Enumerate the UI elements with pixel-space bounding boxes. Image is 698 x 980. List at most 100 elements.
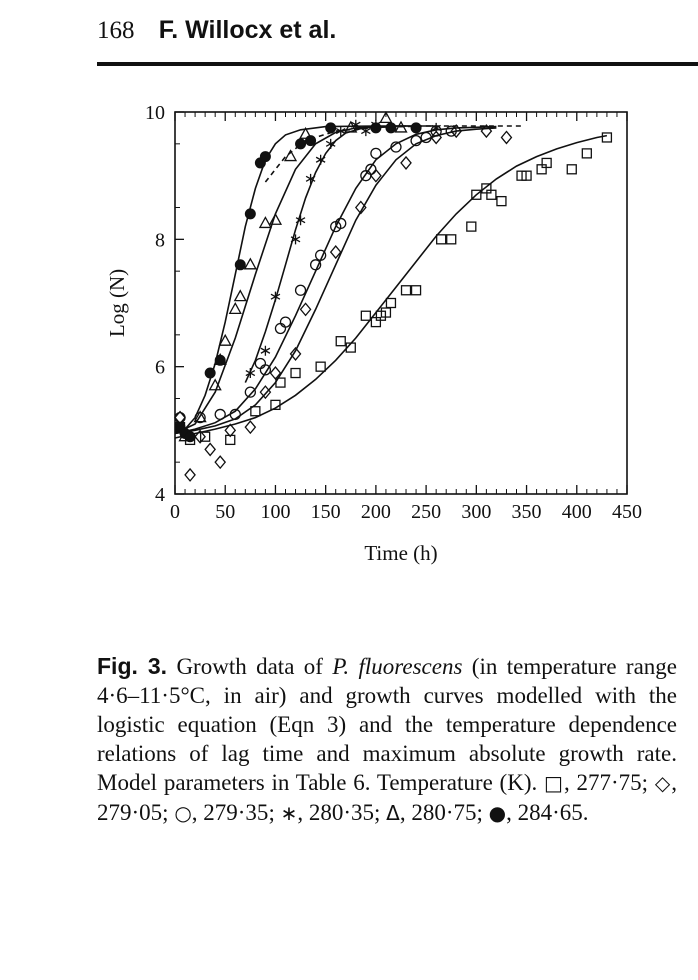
legend-symbol-1: ◇ [654,771,672,795]
data-point-star [431,122,441,133]
data-point-diamond [329,245,342,260]
data-point-star [325,138,336,149]
data-point-circle [254,357,267,370]
y-tick-label: 4 [155,484,165,506]
data-point-diamond [214,455,227,470]
model-curve-2 [174,125,497,435]
data-point-square [471,189,482,200]
data-point-diamond [224,423,237,438]
data-point-square [270,399,281,411]
data-point-diamond [269,366,282,381]
running-head-authors: F. Willocx et al. [158,16,337,44]
data-point-square [601,132,613,143]
data-point-circle [420,131,432,144]
data-point-diamond [204,442,217,457]
data-point-star [315,154,326,165]
data-point-diamond [289,346,302,361]
data-point-star [305,173,316,184]
model-curve-0 [174,134,608,439]
x-tick-label: 200 [361,501,391,523]
model-curve-5 [174,125,417,435]
data-point-diamond [244,420,257,435]
x-tick-label: 0 [170,501,180,523]
data-point-square [436,234,447,245]
data-point-diamond [480,124,493,139]
x-tick-label: 450 [612,501,642,523]
legend-value-3: 280·35 [308,800,375,825]
data-point-triangle [379,111,393,124]
data-point-diamond [450,124,463,139]
data-point-circle [309,259,322,271]
data-point-triangle [258,216,272,229]
data-point-square [410,285,422,296]
data-point-square [360,310,371,321]
plot-frame [174,111,628,495]
data-point-filled-circle [244,208,256,220]
data-point-square [345,342,356,353]
data-point-diamond [299,302,312,317]
data-point-diamond [184,467,196,482]
legend-value-0: 277·75 [576,770,642,795]
data-point-circle [174,411,186,424]
data-point-filled-circle [410,122,422,134]
data-point-circle [445,125,457,137]
legend-symbol-4: Δ [386,801,400,825]
x-tick-label: 350 [512,501,542,523]
legend-value-1: 279·05 [97,800,163,825]
data-point-star [245,368,256,379]
data-point-square [566,164,577,175]
data-point-circle [274,322,287,335]
data-point-square [335,336,346,347]
data-point-circle [214,408,226,421]
data-point-diamond [194,429,206,444]
data-point-triangle [298,126,313,139]
legend-symbol-2: ○ [174,801,192,825]
data-point-filled-circle [370,122,382,134]
data-point-filled-circle [184,431,196,443]
data-point-star [361,126,371,137]
data-point-square [315,361,326,372]
data-point-circle [279,316,292,328]
data-point-star [335,126,346,137]
data-point-filled-circle [295,138,307,150]
growth-chart: 0 50 100 150 200 250 300 350 400 450 4 6 8 10 Time (h)… [105,102,642,565]
data-point-circle [410,134,422,147]
legend-value-2: 279·35 [203,800,269,825]
data-point-triangle [228,302,242,315]
data-point-triangle [268,212,283,225]
y-tick-label: 6 [155,357,165,379]
caption-text-2: (in temperature range 4·6–11·5°C, in air… [97,654,678,795]
y-axis-label: Log (N) [105,269,129,337]
data-point-triangle [394,120,408,133]
legend-value-4: 280·75 [411,800,477,825]
data-point-circle [365,163,377,175]
x-tick-label: 300 [461,501,491,523]
data-point-circle [360,170,372,182]
caption-text-1: Growth data of [167,654,333,679]
data-point-filled-circle [305,135,317,147]
data-point-filled-circle [385,122,397,134]
data-point-star [295,215,306,226]
data-point-square [486,189,497,200]
data-point-diamond [500,130,513,145]
data-point-square [581,148,592,159]
caption-label: Fig. 3. [97,653,168,679]
data-point-square [496,195,507,207]
y-tick-label: 10 [145,102,165,124]
data-point-filled-circle [259,151,271,163]
x-axis-label: Time (h) [364,541,437,565]
data-point-filled-circle [204,367,216,379]
x-tick-label: 100 [260,501,290,523]
data-point-square [290,367,301,379]
data-point-circle [370,147,382,160]
data-point-circle [335,217,347,230]
data-point-circle [390,141,402,153]
model-curve-4 [174,125,407,435]
data-point-filled-circle [325,122,337,134]
data-point-square [541,157,552,169]
data-point-diamond [354,200,367,215]
data-point-square [446,234,457,245]
data-point-circle [244,386,256,398]
data-point-triangle [193,410,207,423]
data-point-square [385,297,397,309]
